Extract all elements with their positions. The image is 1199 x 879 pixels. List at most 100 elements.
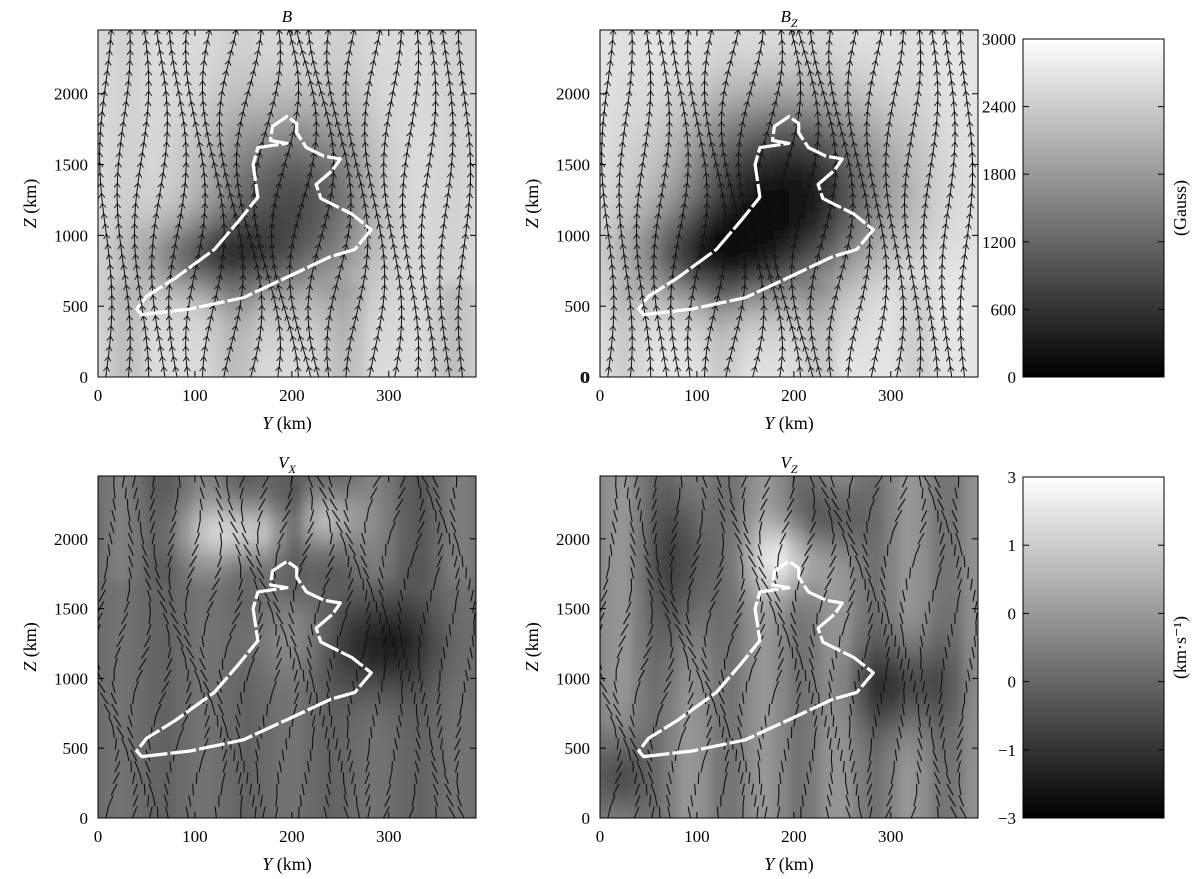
vector-arrow — [345, 366, 348, 377]
vector-arrow — [241, 285, 244, 296]
vector-arrow — [926, 183, 929, 194]
heatmap-cell — [365, 363, 383, 377]
heatmap-cell — [98, 176, 115, 192]
heatmap-cell — [600, 110, 602, 125]
vector-arrow — [969, 121, 972, 133]
vector-arrow — [313, 101, 317, 112]
vector-arrow — [848, 162, 852, 173]
heatmap-cell — [302, 515, 320, 530]
contour-line — [637, 114, 875, 317]
vector-arrow — [270, 284, 274, 296]
heatmap-cell — [852, 123, 869, 138]
vector-arrow — [169, 325, 171, 337]
vector-arrow — [779, 315, 782, 327]
heatmap-cell — [224, 528, 241, 543]
heatmap-cell — [726, 110, 743, 125]
heatmap-cell — [678, 150, 696, 165]
heatmap-cell — [192, 30, 210, 45]
vector-arrow — [122, 264, 126, 275]
heatmap-cell — [663, 190, 680, 205]
vector-arrow — [948, 60, 951, 71]
heatmap-cell — [476, 83, 493, 97]
heatmap-cell — [710, 190, 728, 205]
vector-arrow — [691, 285, 695, 296]
heatmap-cell — [821, 377, 838, 391]
heatmap-cell — [113, 43, 131, 58]
vector-arrow — [606, 223, 609, 235]
vector-arrow — [200, 234, 203, 245]
heatmap-cell — [302, 123, 320, 138]
vector-arrow — [442, 30, 445, 41]
heatmap-cell — [899, 96, 917, 111]
vector-arrow — [792, 244, 795, 255]
heatmap-cell — [319, 377, 336, 391]
heatmap-cell — [145, 243, 163, 258]
heatmap-cell — [208, 752, 226, 767]
vector-arrow — [179, 101, 183, 112]
heatmap-cell — [98, 673, 115, 688]
vector-arrow — [828, 356, 831, 367]
heatmap-cell — [663, 56, 680, 71]
vector-arrow — [434, 366, 436, 377]
heatmap-cell — [318, 528, 336, 543]
heatmap-cell — [413, 686, 430, 701]
heatmap-cell — [899, 56, 917, 71]
heatmap-cell — [460, 256, 476, 272]
vector-arrow — [627, 285, 630, 296]
vector-arrow — [215, 284, 219, 296]
vector-arrow — [646, 325, 649, 337]
vector-arrow — [161, 356, 164, 367]
heatmap-cell — [208, 203, 226, 218]
vector-arrow — [800, 40, 805, 51]
vector-arrow — [274, 193, 278, 204]
vector-arrow — [601, 132, 603, 143]
vector-arrow — [289, 254, 292, 265]
heatmap-cell — [192, 323, 210, 338]
heatmap-cell — [271, 123, 289, 138]
heatmap-cell — [397, 56, 415, 71]
heatmap-cell — [413, 515, 430, 530]
heatmap-cell — [915, 163, 932, 178]
heatmap-cell — [397, 476, 415, 477]
vector-arrow — [279, 172, 283, 184]
vector-arrow — [846, 152, 850, 163]
vector-arrowhead — [707, 30, 715, 36]
heatmap-cell — [113, 337, 131, 352]
heatmap-cell — [145, 673, 163, 688]
vector-arrow — [916, 91, 920, 102]
heatmap-cell — [460, 30, 476, 31]
heatmap-cell — [287, 660, 304, 675]
heatmap-cell — [334, 620, 352, 635]
heatmap-cell — [615, 176, 633, 192]
heatmap-cell — [129, 476, 147, 477]
vector-arrow — [760, 274, 763, 286]
heatmap-cell — [397, 554, 415, 570]
heatmap-cell — [757, 323, 775, 338]
heatmap-cell — [836, 323, 854, 338]
vector-arrow — [184, 132, 187, 143]
heatmap-cell — [255, 620, 273, 635]
vector-arrow — [440, 244, 443, 255]
heatmap-cell — [239, 620, 257, 635]
heatmap-cell — [113, 30, 131, 31]
vector-arrow — [295, 30, 300, 41]
heatmap-cell — [287, 739, 304, 754]
vector-arrow — [750, 80, 754, 92]
heatmap-cell — [113, 476, 131, 477]
vector-arrow — [810, 285, 813, 296]
heatmap-cell — [113, 673, 131, 688]
vector-arrow — [952, 162, 955, 173]
vector-arrow — [137, 172, 140, 184]
vector-arrow — [847, 234, 851, 245]
heatmap-cell — [129, 56, 147, 71]
heatmap-cell — [915, 150, 932, 165]
heatmap-cell — [287, 176, 304, 192]
vector-arrow — [153, 223, 156, 235]
vector-arrow — [127, 80, 130, 92]
vector-arrow — [273, 264, 277, 275]
vector-arrow — [724, 213, 727, 224]
heatmap-cell — [255, 123, 273, 138]
heatmap-cell — [600, 43, 602, 58]
vector-arrow — [164, 80, 167, 92]
x-tick-label: 300 — [878, 386, 904, 405]
